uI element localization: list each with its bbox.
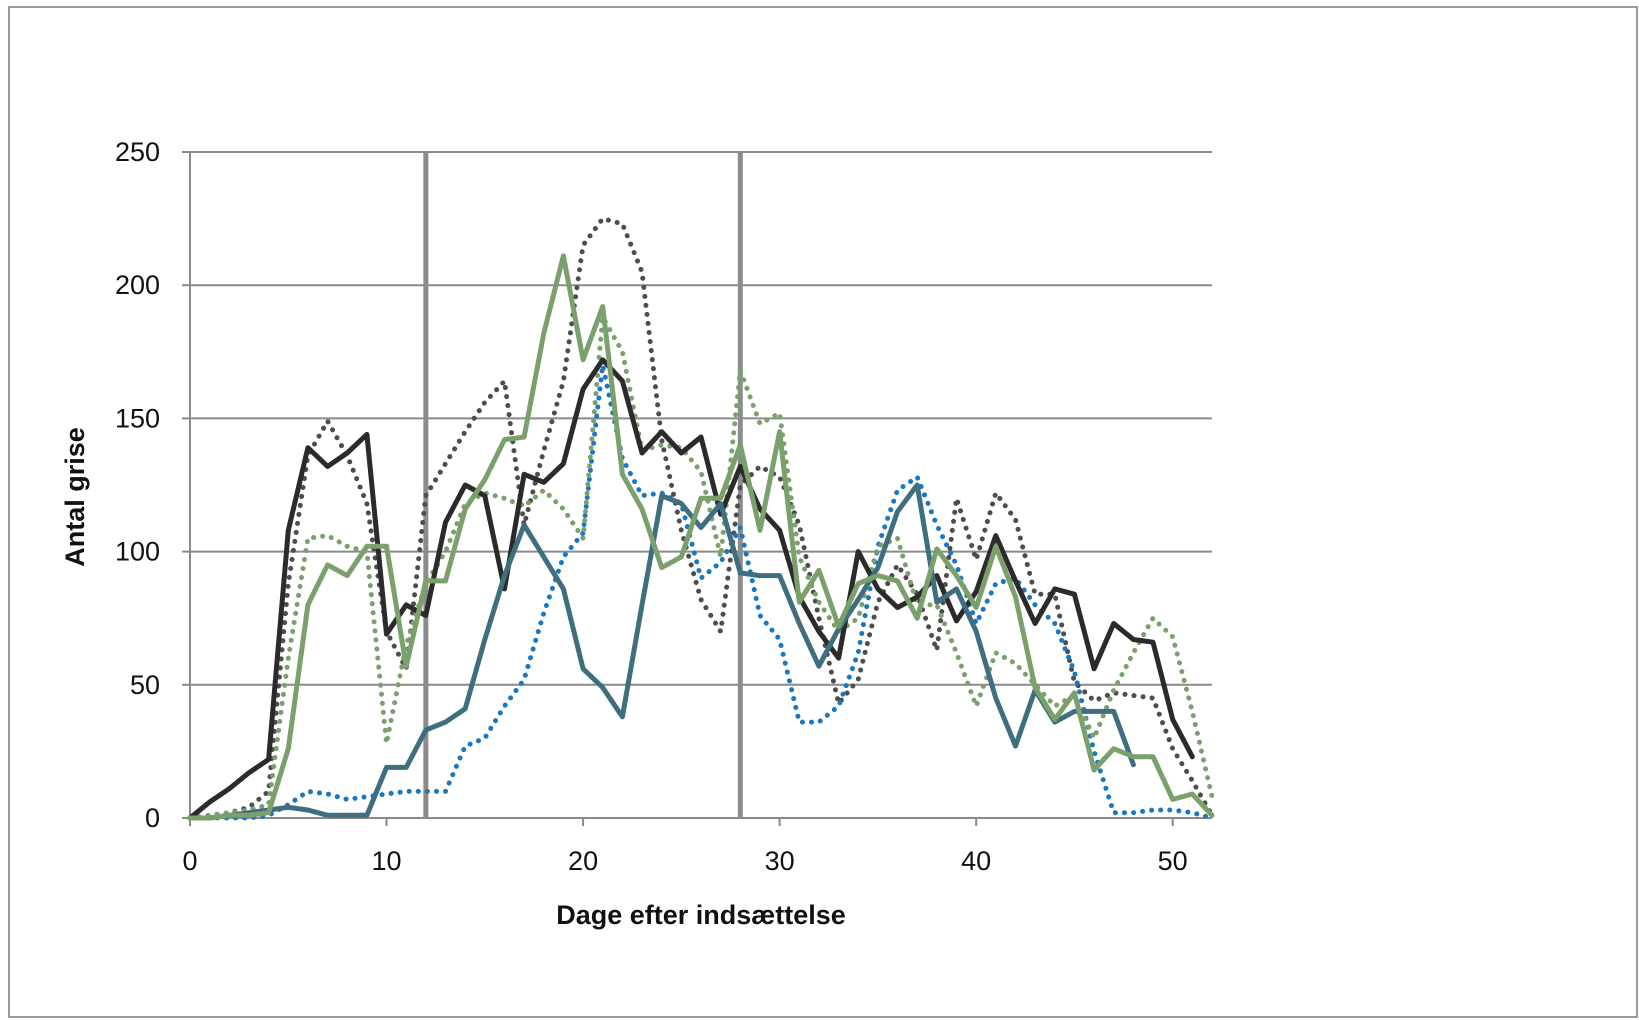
axes [182,151,1212,826]
x-tick-label: 30 [765,846,795,876]
reference-vertical-lines [423,152,743,818]
y-tick-label: 250 [115,137,160,167]
x-tick-label: 10 [372,846,402,876]
y-tick-label: 150 [115,403,160,433]
series-line-4 [187,314,1215,821]
x-tick-label: 50 [1158,846,1188,876]
series-lines [187,216,1215,821]
series-line-5 [187,482,1136,821]
series-line-1 [187,357,1195,821]
y-tick-label: 200 [115,270,160,300]
y-tick-label: 0 [145,803,160,833]
x-tick-label: 0 [182,846,197,876]
tick-labels: 0 50 100 150 200 250 0 10 20 30 40 50 [115,137,1188,876]
y-axis-title: Antal grise [60,427,90,567]
x-tick-label: 40 [961,846,991,876]
y-tick-label: 100 [115,537,160,567]
series-line-2 [187,216,1215,821]
series-line-6 [187,253,1215,821]
y-tick-label: 50 [130,670,160,700]
x-tick-label: 20 [568,846,598,876]
chart-frame: 0 50 100 150 200 250 0 10 20 30 40 50 Antal grise D… [8,6,1638,1018]
line-chart: 0 50 100 150 200 250 0 10 20 30 40 50 Antal grise D… [60,137,1215,930]
x-axis-title: Dage efter indsættelse [556,900,846,930]
